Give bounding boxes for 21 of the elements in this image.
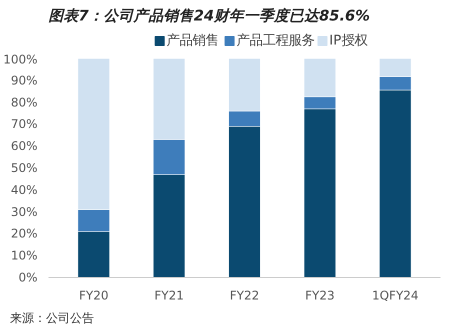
legend-label: 产品工程服务 <box>236 34 314 48</box>
y-tick-label: 40% <box>10 182 38 197</box>
x-tick-label: FY20 <box>78 288 108 302</box>
y-tick-label: 20% <box>10 226 38 241</box>
source-note: 来源：公司公告 <box>10 310 94 327</box>
legend-label: IP授权 <box>329 34 368 48</box>
x-tick-label: FY22 <box>230 288 260 302</box>
y-tick-label: 70% <box>10 117 38 132</box>
chart-title: 图表7：公司产品销售24财年一季度已达85.6% <box>48 8 370 24</box>
y-tick-label: 60% <box>10 139 38 154</box>
y-tick-label: 10% <box>10 248 38 263</box>
x-tick-label: 1QFY24 <box>372 288 419 302</box>
y-tick-label: 0% <box>18 270 38 284</box>
x-tick-label: FY23 <box>305 288 335 302</box>
y-tick-label: 90% <box>10 73 38 88</box>
y-tick-label: 50% <box>10 161 38 175</box>
y-tick-label: 100% <box>3 52 38 66</box>
y-tick-label: 30% <box>10 204 38 219</box>
x-tick-label: FY21 <box>154 288 184 302</box>
legend-label: 产品销售 <box>166 34 219 48</box>
y-tick-label: 80% <box>10 95 38 110</box>
